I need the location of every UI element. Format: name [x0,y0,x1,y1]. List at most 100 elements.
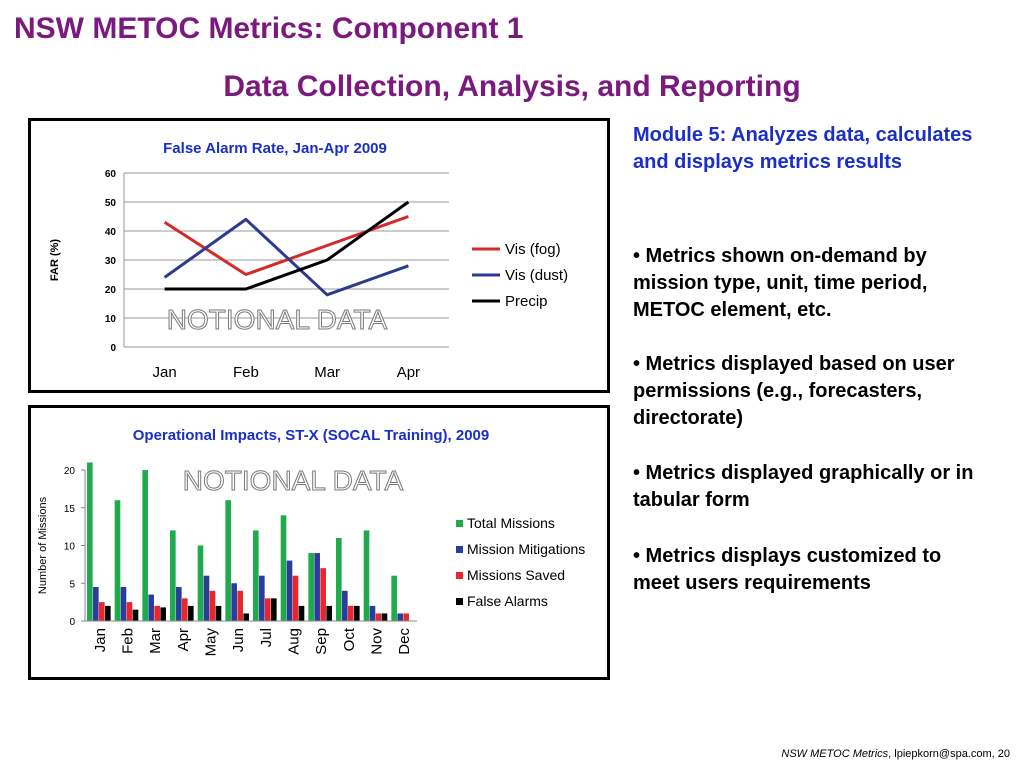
x-tick-label: Oct [341,627,358,651]
bar [105,605,111,621]
x-tick-label: Feb [120,628,137,654]
bar [197,545,204,621]
bar [176,587,182,621]
bar [397,613,403,621]
x-tick-label: Dec [396,628,413,655]
bullet-customized: • Metrics displays customized to meet us… [633,545,942,594]
y-axis-label: Number of Missions [37,496,49,594]
legend-label: Missions Saved [467,567,565,583]
bar [271,598,277,621]
bar [286,560,293,621]
bar [280,515,287,621]
bar [292,575,299,621]
y-tick-label: 40 [105,227,117,238]
y-tick-label: 10 [64,542,76,553]
operational-impacts-bar-chart: Operational Impacts, ST-X (SOCAL Trainin… [37,427,585,657]
y-tick-label: 30 [105,256,117,267]
x-tick-label: Nov [369,628,386,655]
bar [265,598,271,621]
legend-label: False Alarms [467,593,548,609]
operational-impacts-chart-panel: Operational Impacts, ST-X (SOCAL Trainin… [28,405,610,680]
bar [336,537,342,621]
bar [154,605,160,621]
chart-title: False Alarm Rate, Jan-Apr 2009 [163,140,387,157]
y-tick-label: 5 [69,579,75,590]
bar [99,602,105,621]
bar [148,594,154,621]
legend-swatch [456,520,463,527]
bar [381,613,388,621]
bar [243,613,249,621]
bar [120,587,127,621]
legend-swatch [456,572,463,579]
y-tick-label: 20 [105,285,117,296]
footer: NSW METOC Metrics, lpiepkorn@spa.com, 20 [781,748,1010,760]
bar [363,530,370,621]
slide-title: NSW METOC Metrics: Component 1 [14,12,524,45]
bullet-on-demand: • Metrics shown on-demand by mission typ… [633,245,928,321]
bar [391,575,397,621]
module-description: Module 5: Analyzes data, calculates and … [633,124,973,173]
bar [403,613,409,621]
y-axis-label: FAR (%) [49,239,61,282]
bar [253,530,259,621]
bar [375,613,382,621]
bar [182,598,188,621]
legend-label: Total Missions [467,515,555,531]
x-tick-label: Apr [397,364,420,381]
watermark-notional-data: NOTIONAL DATA [167,304,388,335]
legend-label: Vis (dust) [505,267,568,284]
bar [320,568,326,621]
x-tick-label: May [203,628,220,657]
x-tick-label: Apr [175,628,192,651]
bar [348,605,354,621]
bar [203,575,210,621]
bullet-permissions: • Metrics displayed based on user permis… [633,353,955,429]
bar [93,587,99,621]
x-tick-label: Mar [147,628,164,654]
slide-subtitle: Data Collection, Analysis, and Reporting [223,70,801,103]
bar [142,470,148,621]
x-tick-label: Mar [314,364,340,381]
series-line [164,200,410,291]
legend-label: Mission Mitigations [467,541,585,557]
bar [126,602,133,621]
x-tick-label: Jan [92,628,109,652]
bar [132,609,139,621]
bar [225,500,231,621]
bar [298,605,305,621]
far-line-chart: False Alarm Rate, Jan-Apr 2009 FAR (%) 0 10… [49,140,568,381]
bar [342,590,348,621]
legend-swatch [456,598,463,605]
bar [209,590,216,621]
bar [188,605,194,621]
y-tick-label: 0 [69,617,75,628]
watermark-notional-data: NOTIONAL DATA [183,465,404,496]
legend-label: Precip [505,293,548,310]
x-tick-label: Sep [313,628,330,655]
series-line [163,217,409,297]
bar [87,462,93,621]
bar [354,605,360,621]
bar [114,500,121,621]
y-tick-label: 0 [110,343,116,354]
bar [160,607,166,621]
bar [259,575,265,621]
bar [170,530,176,621]
bullet-graphical: • Metrics displayed graphically or in ta… [633,462,974,511]
footer-title: NSW METOC Metrics [781,748,889,760]
y-tick-label: 50 [105,198,117,209]
chart-title: Operational Impacts, ST-X (SOCAL Trainin… [133,427,489,444]
bar [215,605,222,621]
legend-label: Vis (fog) [505,241,561,258]
x-tick-label: Aug [286,628,303,655]
far-line-chart-panel: False Alarm Rate, Jan-Apr 2009 FAR (%) 0 10… [28,118,610,393]
x-tick-label: Jul [258,628,275,647]
footer-info: , lpiepkorn@spa.com, 20 [888,748,1010,760]
y-tick-label: 20 [64,466,76,477]
y-tick-label: 60 [105,169,117,180]
bar [326,605,332,621]
bar [308,553,314,621]
bar [237,590,243,621]
series-line [163,215,409,276]
